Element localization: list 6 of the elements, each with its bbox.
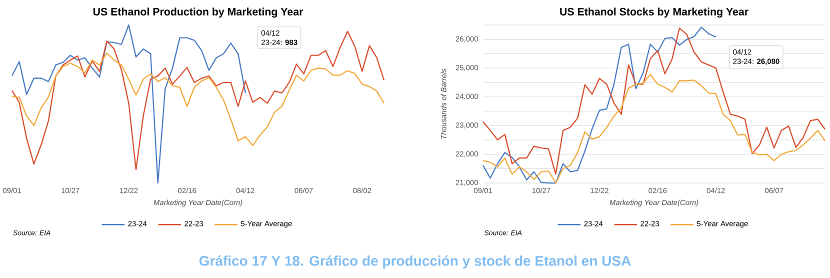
line-series xyxy=(482,26,716,184)
line-series xyxy=(482,74,826,184)
line-series xyxy=(482,28,826,175)
text: Gráfico 17 Y 18. Gráfico de producción y stock de Etanol en USA xyxy=(199,255,631,269)
chart-title: US Ethanol Stocks by Marketing Year xyxy=(560,8,748,18)
chart-title: US Ethanol Production by Marketing Year xyxy=(93,8,304,18)
